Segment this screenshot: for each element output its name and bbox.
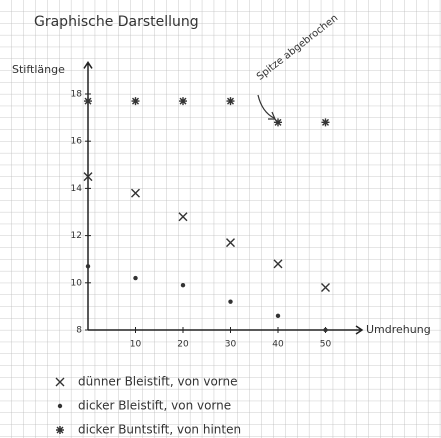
y-tick-label: 10: [71, 278, 83, 288]
graph-paper: [0, 0, 441, 438]
y-tick-label: 18: [71, 90, 83, 100]
y-axis-label: Stiftlänge: [12, 63, 65, 76]
y-tick-label: 8: [76, 326, 82, 336]
x-tick-label: 50: [320, 340, 332, 350]
y-tick-label: 12: [71, 231, 82, 241]
legend-label: dicker Bleistift, von vorne: [78, 399, 231, 413]
dot-marker: [86, 264, 90, 268]
x-tick-label: 20: [177, 340, 189, 350]
dot-marker: [276, 314, 280, 318]
x-tick-label: 30: [225, 340, 237, 350]
star-marker: [179, 97, 187, 105]
star-marker: [132, 97, 140, 105]
dot-marker: [228, 299, 232, 303]
star-marker: [322, 118, 330, 126]
star-marker: [56, 426, 64, 434]
y-tick-label: 14: [71, 184, 83, 194]
chart-title: Graphische Darstellung: [34, 14, 199, 30]
legend-label: dünner Bleistift, von vorne: [78, 375, 238, 389]
x-tick-label: 40: [272, 340, 284, 350]
star-marker: [227, 97, 235, 105]
x-axis-label: Umdrehung: [366, 323, 431, 336]
legend-label: dicker Buntstift, von hinten: [78, 423, 241, 437]
chart: Graphische Darstellung Stiftlänge Umdreh…: [0, 0, 441, 438]
dot-marker: [323, 328, 327, 332]
dot-marker: [133, 276, 137, 280]
dot-marker: [58, 404, 62, 408]
dot-marker: [181, 283, 185, 287]
y-tick-label: 16: [71, 137, 83, 147]
star-marker: [84, 97, 92, 105]
x-tick-label: 10: [130, 340, 142, 350]
star-marker: [274, 118, 282, 126]
